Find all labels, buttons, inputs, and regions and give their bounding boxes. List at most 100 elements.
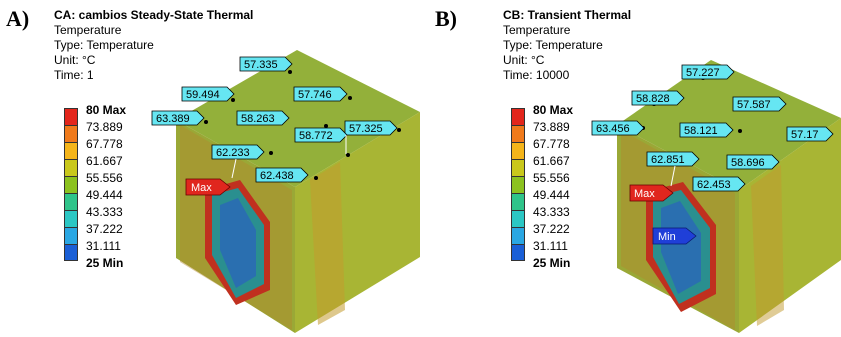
cube-model: 57.227 58.828 57.587 63.456 58.121 57.17…: [591, 60, 841, 333]
probe-callout: 58.121: [679, 122, 734, 138]
panel-transient: B) CB: Transient Thermal Temperature Typ…: [421, 0, 841, 337]
legend-band: [64, 142, 78, 159]
probe-value: 62.233: [216, 147, 250, 159]
min-marker: Min: [652, 227, 697, 245]
result-type-line: Type: Temperature: [54, 38, 154, 52]
legend-label: 55.556: [533, 171, 570, 185]
legend-label: 37.222: [533, 222, 570, 236]
legend-label: 37.222: [86, 222, 123, 236]
probe-value: 63.389: [156, 113, 190, 125]
panel-letter: B): [435, 6, 457, 31]
legend-label: 67.778: [86, 137, 123, 151]
panel-letter: A): [6, 6, 30, 31]
probe-value: 58.263: [241, 113, 275, 125]
probe-callout: 58.696: [726, 154, 780, 170]
legend-band: [64, 227, 78, 244]
probe-callout: 57.335: [239, 56, 293, 72]
legend-label: 49.444: [533, 188, 570, 202]
legend-band: [511, 108, 525, 125]
legend-band: [64, 210, 78, 227]
probe-callout: 57.17: [786, 126, 834, 142]
probe-callout: 63.456: [591, 120, 645, 136]
probe-callout: 57.587: [732, 96, 787, 112]
probe-value: 58.121: [684, 125, 718, 137]
probe-callout: 62.438: [255, 167, 309, 183]
legend-label: 73.889: [86, 120, 123, 134]
legend-label: 80 Max: [86, 103, 127, 117]
result-title: CA: cambios Steady-State Thermal: [54, 8, 254, 22]
probe-value: 57.746: [298, 89, 332, 101]
legend-band: [64, 125, 78, 142]
legend-label: 61.667: [86, 154, 123, 168]
legend-label: 67.778: [533, 137, 570, 151]
probe-callout: 62.233: [211, 144, 265, 160]
result-unit: Unit: °C: [54, 53, 96, 67]
probe-callout: 62.453: [692, 176, 746, 192]
result-type: Temperature: [503, 23, 571, 37]
probe-callout: 57.746: [293, 86, 348, 102]
probe-value: 62.438: [260, 170, 294, 182]
probe-callout: 58.772: [294, 127, 348, 143]
result-info: CA: cambios Steady-State Thermal Tempera…: [54, 8, 253, 83]
legend-label: 31.111: [86, 239, 121, 253]
probe-callout: 58.263: [236, 110, 290, 126]
panel-steady-state: A) CA: cambios Steady-State Thermal Temp…: [0, 0, 420, 337]
result-type: Temperature: [54, 23, 122, 37]
legend-band: [511, 176, 525, 193]
legend-band: [511, 227, 525, 244]
probe-value: 58.696: [731, 157, 765, 169]
legend-label: 73.889: [533, 120, 570, 134]
probe-value: 58.772: [299, 130, 333, 142]
probe-value: 57.325: [349, 123, 383, 135]
legend-band: [64, 108, 78, 125]
probe-callout: 62.851: [646, 151, 700, 167]
max-marker: Max: [629, 184, 674, 202]
min-label: Min: [658, 231, 676, 243]
probe-value: 62.453: [697, 179, 731, 191]
legend-band: [64, 244, 78, 261]
probe-value: 63.456: [596, 123, 630, 135]
result-unit: Unit: °C: [503, 53, 545, 67]
probe-value: 59.494: [186, 89, 220, 101]
probe-value: 57.227: [686, 67, 720, 79]
probe-value: 57.335: [244, 59, 278, 71]
legend-label: 55.556: [86, 171, 123, 185]
cube-model: 57.335 59.494 57.746 63.389 58.263 57.32…: [151, 50, 420, 333]
legend-band: [511, 244, 525, 261]
legend-label: 25 Min: [533, 256, 571, 270]
probe-value: 57.17: [791, 129, 819, 141]
probe-callout: 58.828: [631, 90, 685, 106]
probe-value: 57.587: [737, 99, 771, 111]
legend-band: [64, 159, 78, 176]
result-time: Time: 10000: [503, 68, 570, 82]
legend-label: 31.111: [533, 239, 568, 253]
legend-band: [511, 159, 525, 176]
legend-label: 80 Max: [533, 103, 574, 117]
probe-callout: 63.389: [151, 110, 205, 126]
max-marker: Max: [185, 178, 231, 196]
legend-label: 43.333: [86, 205, 123, 219]
legend-band: [511, 142, 525, 159]
max-label: Max: [634, 188, 655, 200]
result-time: Time: 1: [54, 68, 94, 82]
probe-callout: 57.325: [344, 120, 398, 136]
max-label: Max: [191, 182, 212, 194]
legend-label: 43.333: [533, 205, 570, 219]
result-title: CB: Transient Thermal: [503, 8, 632, 22]
legend-band: [511, 125, 525, 142]
legend-band: [64, 193, 78, 210]
probe-callout: 57.227: [681, 64, 735, 80]
legend-bar: [64, 108, 78, 261]
legend-bar: [511, 108, 525, 261]
legend-band: [511, 210, 525, 227]
legend-band: [64, 176, 78, 193]
probe-value: 62.851: [651, 154, 685, 166]
legend-label: 61.667: [533, 154, 570, 168]
probe-points: [204, 70, 401, 180]
probe-value: 58.828: [636, 93, 670, 105]
legend-band: [511, 193, 525, 210]
legend-label: 49.444: [86, 188, 123, 202]
result-type-line: Type: Temperature: [503, 38, 603, 52]
legend-label: 25 Min: [86, 256, 124, 270]
result-info: CB: Transient Thermal Temperature Type: …: [503, 8, 631, 83]
